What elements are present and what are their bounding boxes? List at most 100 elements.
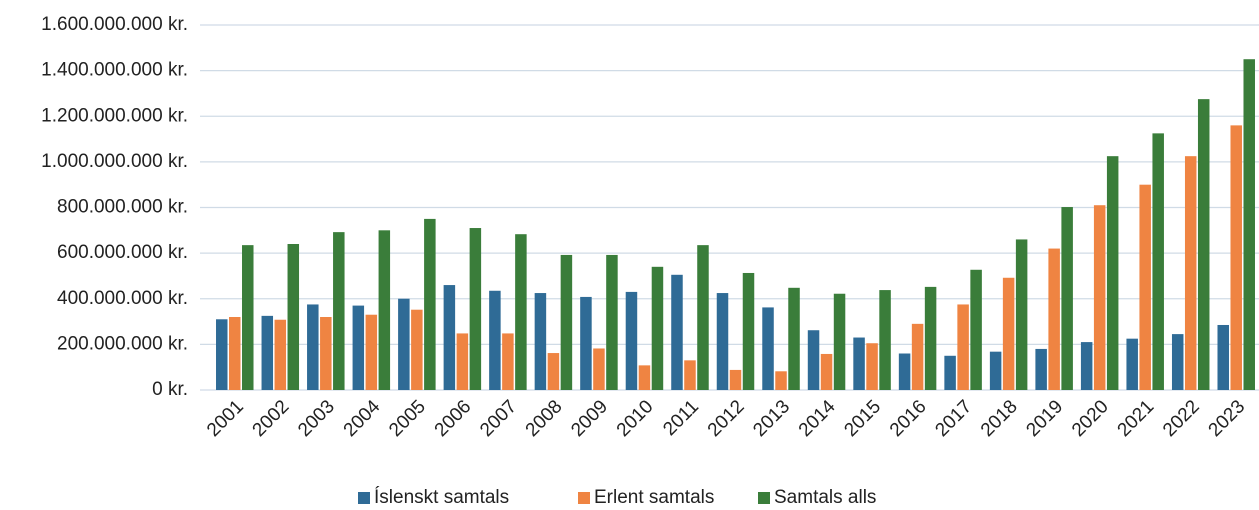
bar <box>924 286 937 390</box>
bar <box>957 304 969 390</box>
bar <box>970 269 982 390</box>
bar <box>398 298 410 390</box>
bar <box>716 293 729 390</box>
x-tick-label: 2011 <box>659 396 703 440</box>
bar <box>606 254 618 390</box>
bar <box>1126 338 1138 390</box>
x-tick-label: 2008 <box>522 396 567 441</box>
bar <box>1061 207 1073 390</box>
bar <box>1171 334 1184 390</box>
bar <box>989 351 1002 390</box>
y-tick-label: 800.000.000 kr. <box>57 197 188 218</box>
bar <box>651 266 664 390</box>
bar <box>762 307 774 390</box>
x-tick-label: 2017 <box>931 396 976 441</box>
x-tick-label: 2006 <box>431 396 476 441</box>
bar <box>1217 324 1229 390</box>
x-tick-label: 2016 <box>886 396 931 441</box>
bar <box>411 309 423 390</box>
x-tick-label: 2005 <box>385 396 430 441</box>
bar <box>853 337 865 390</box>
bar <box>775 371 787 390</box>
bar <box>502 333 514 390</box>
x-tick-label: 2021 <box>1114 396 1159 441</box>
bar <box>833 293 846 390</box>
y-tick-label: 1.400.000.000 kr. <box>41 60 188 81</box>
bar <box>333 232 345 390</box>
legend-label: Erlent samtals <box>594 487 714 508</box>
bar <box>898 353 911 390</box>
x-tick-label: 2020 <box>1068 396 1113 441</box>
bar <box>216 319 228 390</box>
bar <box>443 285 456 390</box>
x-tick-label: 2010 <box>613 396 658 441</box>
bar <box>1035 348 1047 390</box>
bar <box>560 254 573 390</box>
x-tick-label: 2001 <box>203 396 248 441</box>
bar <box>1080 342 1093 390</box>
x-tick-label: 2022 <box>1159 396 1204 441</box>
y-tick-label: 400.000.000 kr. <box>57 288 188 309</box>
x-tick-label: 2023 <box>1205 396 1250 441</box>
bar <box>1197 99 1210 390</box>
bar <box>1152 133 1164 390</box>
bar <box>580 296 592 390</box>
bar <box>1184 156 1197 390</box>
x-tick-label: 2004 <box>340 396 385 441</box>
bar <box>547 353 560 390</box>
x-tick-label: 2003 <box>294 396 339 441</box>
y-tick-label: 1.600.000.000 kr. <box>41 14 188 35</box>
x-tick-label: 2002 <box>249 396 294 441</box>
bar <box>866 343 878 390</box>
bar <box>729 369 742 390</box>
x-tick-label: 2018 <box>977 396 1022 441</box>
bar <box>365 314 378 390</box>
y-tick-label: 0 kr. <box>152 379 188 400</box>
legend-label: Samtals alls <box>774 487 876 508</box>
bar <box>515 234 527 390</box>
bar <box>697 245 709 390</box>
bar <box>742 272 755 390</box>
y-tick-label: 1.000.000.000 kr. <box>41 151 188 172</box>
bar <box>261 315 274 390</box>
bar <box>287 244 300 390</box>
y-tick-label: 600.000.000 kr. <box>57 242 188 263</box>
legend-swatch <box>758 492 770 504</box>
bar <box>352 305 365 390</box>
bar <box>469 228 482 390</box>
bar <box>320 317 332 390</box>
bar <box>820 353 833 390</box>
bar <box>788 287 800 390</box>
bar <box>1093 205 1106 390</box>
bar <box>1139 184 1151 390</box>
bar <box>274 319 287 390</box>
x-tick-label: 2014 <box>795 396 840 441</box>
bar <box>1106 156 1119 390</box>
bar <box>489 290 501 390</box>
bar <box>807 330 820 390</box>
x-tick-label: 2009 <box>567 396 612 441</box>
bar <box>879 290 891 390</box>
x-tick-label: 2007 <box>476 396 521 441</box>
y-tick-label: 1.200.000.000 kr. <box>41 105 188 126</box>
legend-swatch <box>358 492 370 504</box>
bar <box>625 291 638 390</box>
x-tick-label: 2013 <box>749 396 794 441</box>
bar <box>424 218 436 390</box>
bar <box>229 317 241 390</box>
bar <box>242 245 254 390</box>
bar <box>1015 239 1028 390</box>
bar <box>456 333 469 390</box>
bar <box>911 323 924 390</box>
bar <box>638 365 651 390</box>
bar <box>307 304 319 390</box>
bar <box>671 274 683 390</box>
bar <box>1230 125 1242 390</box>
legend-swatch <box>578 492 590 504</box>
bar <box>1048 248 1060 390</box>
bar <box>684 360 696 390</box>
x-tick-label: 2012 <box>704 396 749 441</box>
bar <box>944 355 956 390</box>
x-tick-label: 2019 <box>1022 396 1067 441</box>
